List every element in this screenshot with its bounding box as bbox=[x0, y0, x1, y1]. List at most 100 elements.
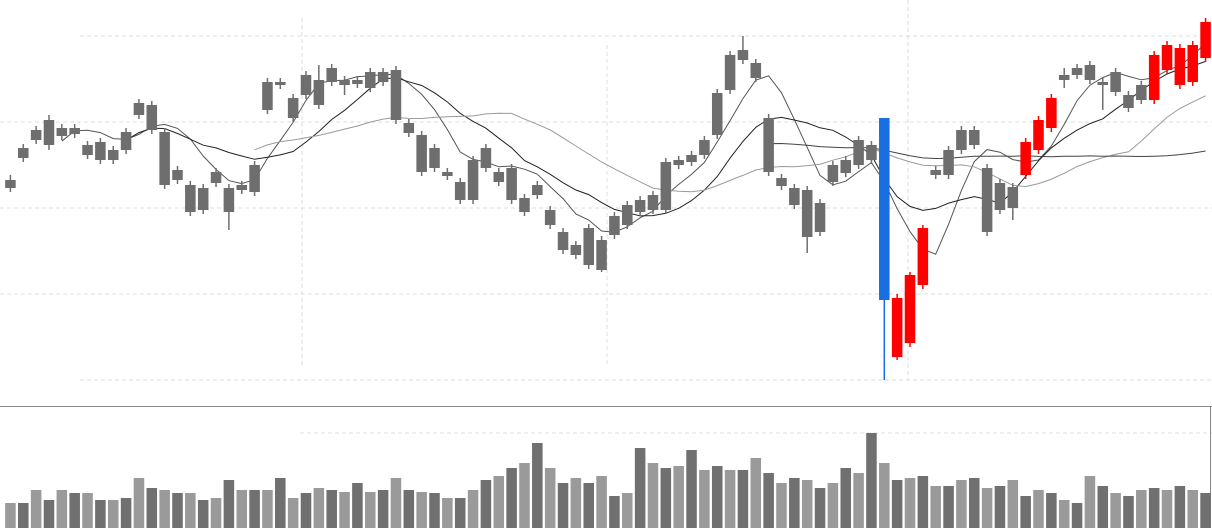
volume-bar bbox=[1007, 480, 1019, 528]
candle-body bbox=[197, 188, 209, 210]
candle-body bbox=[840, 160, 852, 173]
candle-body bbox=[18, 148, 29, 158]
volume-bar bbox=[185, 493, 196, 528]
volume-bar bbox=[904, 478, 916, 528]
volume-bar bbox=[377, 490, 389, 528]
volume-bar bbox=[583, 483, 594, 528]
volume-bar bbox=[879, 463, 890, 528]
candle-body bbox=[506, 168, 517, 200]
volume-bar bbox=[840, 468, 852, 528]
candle-body bbox=[1058, 75, 1070, 80]
volume-bar bbox=[56, 490, 68, 528]
volume-panel bbox=[5, 433, 1211, 528]
volume-bar bbox=[673, 466, 684, 528]
candle-body bbox=[30, 130, 42, 140]
candle-body bbox=[1174, 48, 1186, 85]
volume-bar bbox=[724, 470, 736, 528]
volume-bar bbox=[172, 493, 183, 528]
volume-bar bbox=[866, 433, 877, 528]
volume-bar bbox=[506, 468, 517, 528]
volume-bar bbox=[570, 478, 582, 528]
volume-bar bbox=[789, 478, 800, 528]
candle-body bbox=[763, 118, 774, 172]
candle-body bbox=[429, 148, 440, 168]
candle-body bbox=[262, 82, 273, 110]
candle-body bbox=[107, 150, 119, 160]
candle-body bbox=[519, 198, 530, 212]
volume-bar bbox=[1136, 490, 1147, 528]
candle-body bbox=[1161, 45, 1173, 70]
candle-body bbox=[210, 172, 222, 183]
volume-bar bbox=[1046, 493, 1057, 528]
candle-body bbox=[994, 183, 1006, 210]
volume-bar bbox=[1084, 476, 1096, 528]
volume-bar bbox=[197, 500, 209, 528]
candle-body bbox=[1007, 187, 1019, 208]
volume-bar bbox=[300, 493, 312, 528]
candle-body bbox=[442, 172, 453, 176]
volume-bar bbox=[801, 480, 813, 528]
volume-bar bbox=[519, 463, 530, 528]
candle-body bbox=[493, 172, 505, 182]
volume-bar bbox=[1187, 490, 1198, 528]
candle-body bbox=[1071, 68, 1083, 75]
volume-bar bbox=[544, 468, 556, 528]
candle-body bbox=[1046, 98, 1057, 128]
candle-body bbox=[1123, 95, 1134, 108]
candle-body bbox=[699, 140, 710, 155]
volume-bar bbox=[622, 493, 633, 528]
candle-body bbox=[866, 145, 877, 160]
candle-body bbox=[390, 70, 402, 120]
volume-bar bbox=[480, 480, 492, 528]
candle-body bbox=[930, 170, 941, 175]
volume-bar bbox=[981, 488, 993, 528]
volume-bar bbox=[1020, 496, 1031, 528]
candle-body bbox=[596, 240, 607, 270]
candle-body bbox=[544, 210, 556, 225]
volume-bar bbox=[82, 493, 93, 528]
candle-body bbox=[827, 165, 839, 182]
volume-bar bbox=[313, 488, 325, 528]
volume-bar bbox=[95, 500, 106, 528]
candle-body bbox=[43, 120, 55, 145]
volume-bar bbox=[493, 476, 505, 528]
volume-bar bbox=[1123, 496, 1134, 528]
candle-body bbox=[467, 160, 479, 200]
candle-body bbox=[634, 200, 646, 212]
candle-body bbox=[1084, 65, 1096, 80]
volume-bar bbox=[236, 490, 248, 528]
candle-body bbox=[403, 123, 415, 133]
volume-bar bbox=[1148, 488, 1160, 528]
volume-bar bbox=[686, 450, 697, 528]
candle-body bbox=[750, 63, 762, 78]
volume-bar bbox=[467, 490, 479, 528]
candle-body bbox=[287, 98, 299, 118]
volume-bar bbox=[1161, 490, 1173, 528]
volume-bar bbox=[1110, 493, 1121, 528]
candle-body bbox=[853, 140, 864, 165]
candle-body bbox=[956, 130, 967, 150]
candle-body bbox=[981, 168, 993, 232]
volume-bar bbox=[750, 458, 762, 528]
candle-body bbox=[313, 80, 325, 105]
volume-bar bbox=[364, 492, 376, 528]
candle-body bbox=[95, 142, 106, 160]
candle-body bbox=[904, 275, 916, 343]
candle-body bbox=[814, 203, 826, 232]
volume-bar bbox=[159, 490, 170, 528]
candle-body bbox=[879, 118, 890, 300]
candle-body bbox=[133, 103, 145, 115]
candle-body bbox=[737, 50, 749, 60]
candle-body bbox=[454, 182, 466, 200]
volume-bar bbox=[69, 493, 80, 528]
volume-bar bbox=[917, 476, 929, 528]
candle-body bbox=[159, 132, 170, 185]
volume-bar bbox=[223, 480, 235, 528]
candle-body bbox=[1020, 142, 1031, 175]
volume-bar bbox=[956, 480, 967, 528]
candle-body bbox=[647, 195, 659, 210]
volume-bar bbox=[609, 496, 620, 528]
candle-body bbox=[801, 190, 813, 237]
candle-body bbox=[120, 132, 132, 150]
